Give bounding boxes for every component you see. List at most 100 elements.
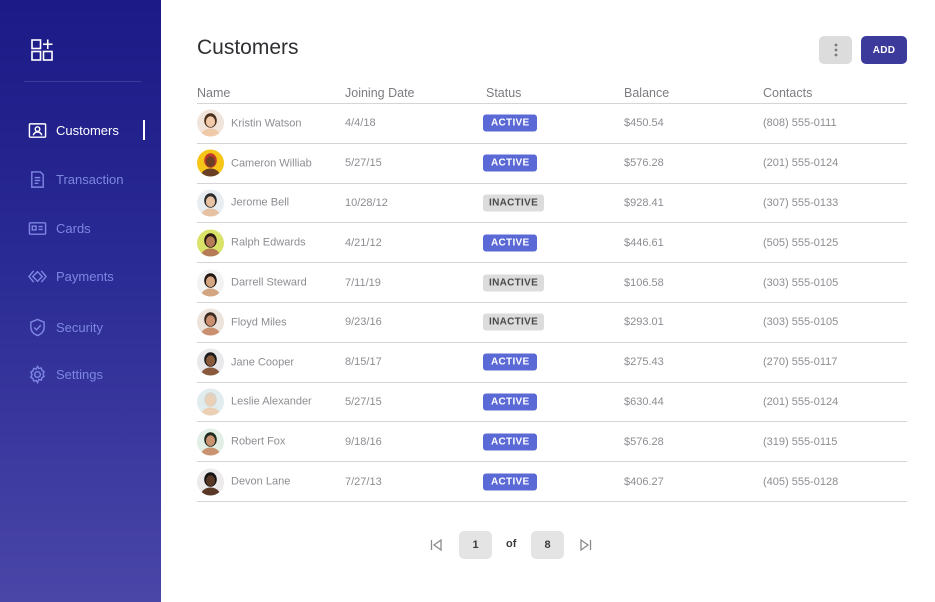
table-row[interactable]: Darrell Steward 7/11/19 INACTIVE $106.58 (30…	[197, 263, 907, 303]
balance: $446.61	[624, 236, 664, 249]
status-cell: ACTIVE	[483, 473, 538, 491]
joining-date: 7/11/19	[345, 276, 381, 289]
column-header-status[interactable]: Status	[486, 86, 522, 100]
status-cell: INACTIVE	[483, 194, 545, 212]
balance: $293.01	[624, 316, 664, 329]
joining-date: 8/15/17	[345, 356, 382, 369]
contact-phone: (319) 555-0115	[763, 435, 838, 448]
avatar	[197, 348, 224, 376]
customer-card-icon	[28, 121, 47, 140]
table-row[interactable]: Floyd Miles 9/23/16 INACTIVE $293.01 (303) 5…	[197, 303, 907, 343]
customer-name[interactable]: Darrell Steward	[231, 276, 307, 289]
status-cell: ACTIVE	[483, 114, 538, 132]
sidebar-item-settings[interactable]: Settings	[28, 363, 148, 385]
column-header-joining-date[interactable]: Joining Date	[345, 86, 415, 100]
avatar	[197, 468, 224, 496]
table-row[interactable]: Leslie Alexander 5/27/15 ACTIVE $630.44 (201…	[197, 383, 907, 423]
sidebar-item-label: Payments	[56, 268, 114, 284]
add-button[interactable]: ADD	[861, 36, 907, 64]
customer-name-cell: Devon Lane	[197, 468, 291, 496]
customer-name[interactable]: Devon Lane	[231, 475, 291, 488]
customer-name[interactable]: Kristin Watson	[231, 117, 302, 130]
customer-name[interactable]: Jane Cooper	[231, 356, 294, 369]
table-row[interactable]: Robert Fox 9/18/16 ACTIVE $576.28 (319) 555-…	[197, 422, 907, 463]
contact-phone: (201) 555-0124	[763, 395, 839, 408]
pagination: 1 of 8	[0, 531, 935, 559]
status-badge: INACTIVE	[483, 194, 545, 212]
sidebar-item-label: Cards	[56, 220, 91, 236]
customer-name-cell: Kristin Watson	[197, 109, 302, 137]
current-page[interactable]: 1	[459, 531, 492, 559]
table-body: Kristin Watson 4/4/18 ACTIVE $450.54 (808) 5…	[197, 104, 907, 502]
balance: $576.28	[624, 435, 664, 448]
table-row[interactable]: Jane Cooper 8/15/17 ACTIVE $275.43 (270) 555…	[197, 343, 907, 383]
customer-name-cell: Ralph Edwards	[197, 229, 306, 257]
customer-name-cell: Jane Cooper	[197, 348, 294, 376]
last-page-icon[interactable]	[578, 537, 594, 553]
customer-name-cell: Floyd Miles	[197, 308, 287, 336]
status-cell: ACTIVE	[483, 353, 538, 371]
customer-name[interactable]: Ralph Edwards	[231, 236, 306, 249]
contact-phone: (303) 555-0105	[763, 276, 839, 289]
avatar	[197, 109, 224, 137]
first-page-icon[interactable]	[428, 537, 444, 553]
customer-name-cell: Cameron Williab	[197, 149, 312, 177]
table-row[interactable]: Cameron Williab 5/27/15 ACTIVE $576.28 (201)…	[197, 144, 907, 184]
avatar	[197, 149, 224, 177]
gear-icon	[28, 364, 47, 384]
sidebar-item-label: Customers	[56, 122, 119, 138]
contact-phone: (307) 555-0133	[763, 196, 839, 209]
more-options-button[interactable]	[819, 36, 852, 64]
customer-name[interactable]: Cameron Williab	[231, 157, 312, 170]
status-badge: ACTIVE	[483, 353, 538, 371]
sidebar-item-customers[interactable]: Customers	[28, 119, 148, 141]
contact-phone: (303) 555-0105	[763, 316, 839, 329]
customer-name[interactable]: Floyd Miles	[231, 316, 287, 329]
avatar	[197, 388, 224, 416]
avatar	[197, 229, 224, 257]
column-header-contacts[interactable]: Contacts	[763, 86, 813, 100]
sidebar: Customers Transaction Cards	[0, 0, 161, 602]
status-cell: INACTIVE	[483, 274, 545, 292]
contact-phone: (201) 555-0124	[763, 157, 839, 170]
sidebar-item-security[interactable]: Security	[28, 316, 148, 338]
avatar	[197, 428, 224, 456]
sidebar-item-payments[interactable]: Payments	[28, 265, 148, 287]
status-badge: ACTIVE	[483, 234, 538, 252]
sidebar-item-label: Security	[56, 319, 103, 335]
avatar	[197, 189, 224, 217]
total-pages[interactable]: 8	[531, 531, 564, 559]
customer-name[interactable]: Jerome Bell	[231, 196, 290, 209]
status-badge: ACTIVE	[483, 393, 538, 411]
status-cell: ACTIVE	[483, 154, 538, 172]
joining-date: 4/4/18	[345, 117, 376, 130]
customer-name-cell: Robert Fox	[197, 428, 286, 456]
customer-name-cell: Leslie Alexander	[197, 388, 312, 416]
page-title: Customers	[197, 36, 299, 59]
table-row[interactable]: Devon Lane 7/27/13 ACTIVE $406.27 (405) 555-…	[197, 462, 907, 502]
balance: $106.58	[624, 276, 664, 289]
status-badge: ACTIVE	[483, 114, 538, 132]
table-row[interactable]: Jerome Bell 10/28/12 INACTIVE $928.41 (307) …	[197, 184, 907, 224]
grid-plus-icon[interactable]	[30, 38, 54, 62]
sidebar-item-cards[interactable]: Cards	[28, 217, 148, 239]
balance: $928.41	[624, 196, 664, 209]
contact-phone: (270) 555-0117	[763, 356, 838, 369]
joining-date: 10/28/12	[345, 196, 388, 209]
joining-date: 4/21/12	[345, 236, 382, 249]
joining-date: 5/27/15	[345, 395, 382, 408]
sidebar-item-transaction[interactable]: Transaction	[28, 168, 148, 190]
column-header-name[interactable]: Name	[197, 86, 231, 100]
status-cell: ACTIVE	[483, 393, 538, 411]
table-row[interactable]: Kristin Watson 4/4/18 ACTIVE $450.54 (808) 5…	[197, 104, 907, 144]
status-cell: INACTIVE	[483, 313, 545, 331]
status-badge: INACTIVE	[483, 313, 545, 331]
status-badge: ACTIVE	[483, 154, 538, 172]
customer-name[interactable]: Leslie Alexander	[231, 395, 312, 408]
column-header-balance[interactable]: Balance	[624, 86, 670, 100]
customer-name[interactable]: Robert Fox	[231, 435, 286, 448]
joining-date: 9/18/16	[345, 435, 382, 448]
sidebar-item-label: Settings	[56, 366, 103, 382]
table-row[interactable]: Ralph Edwards 4/21/12 ACTIVE $446.61 (505) 5…	[197, 223, 907, 264]
joining-date: 7/27/13	[345, 475, 382, 488]
